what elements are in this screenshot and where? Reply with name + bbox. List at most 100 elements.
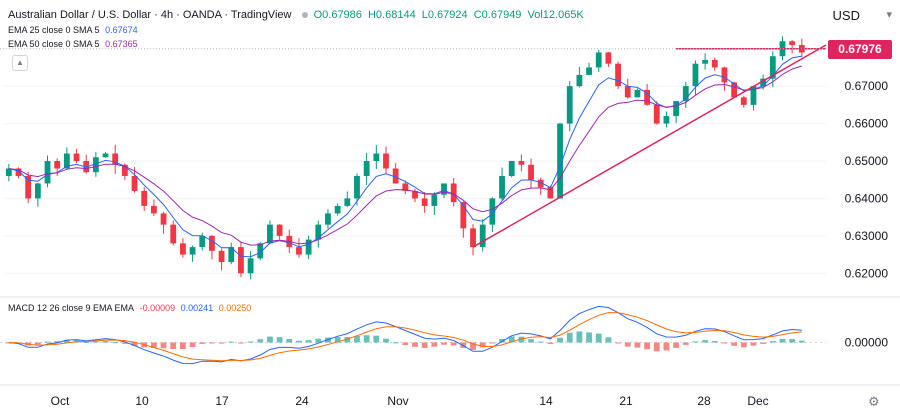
macd-histogram-bar bbox=[750, 342, 757, 346]
candle-body bbox=[238, 247, 244, 274]
macd-histogram-bar bbox=[170, 342, 177, 350]
candle-body bbox=[131, 175, 138, 191]
macd-line bbox=[8, 305, 802, 365]
candle-body bbox=[180, 243, 186, 255]
macd-histogram-bar bbox=[557, 337, 563, 343]
macd-histogram-bar bbox=[121, 342, 128, 344]
macd-histogram-bar bbox=[160, 342, 167, 349]
candle-body bbox=[354, 175, 360, 199]
macd-histogram-bar bbox=[150, 342, 157, 348]
candle-body bbox=[750, 86, 757, 105]
candle-body bbox=[383, 153, 389, 169]
macd-histogram-bar bbox=[595, 333, 602, 343]
ema50-value: 0.67365 bbox=[105, 39, 138, 49]
macd-histogram-bar bbox=[180, 342, 186, 350]
gear-icon[interactable]: ⚙ bbox=[868, 394, 880, 409]
macd-histogram-bar bbox=[54, 341, 61, 343]
candle-body bbox=[711, 59, 718, 68]
candle-body bbox=[634, 89, 641, 98]
macd-histogram-bar bbox=[257, 339, 264, 343]
macd-signal-value: 0.00250 bbox=[218, 303, 252, 313]
candle-body bbox=[363, 161, 370, 176]
macd-hist-value: -0.00009 bbox=[139, 303, 176, 313]
candle-body bbox=[121, 164, 128, 176]
candle-body bbox=[412, 190, 418, 199]
candle-body bbox=[102, 153, 109, 158]
time-axis-label: 28 bbox=[697, 394, 711, 408]
macd-histogram-bar bbox=[238, 342, 244, 344]
ohlc-high: H0.68144 bbox=[367, 9, 416, 21]
macd-histogram-bar bbox=[508, 336, 515, 343]
macd-histogram-bar bbox=[740, 342, 747, 348]
macd-legend[interactable]: MACD 12 26 close 9 EMA EMA -0.00009 0.00… bbox=[8, 303, 254, 313]
macd-histogram-bar bbox=[721, 342, 728, 344]
macd-histogram-bar bbox=[228, 341, 235, 343]
macd-histogram-bar bbox=[586, 332, 592, 343]
chevron-down-icon[interactable]: ▾ bbox=[886, 9, 892, 21]
candle-body bbox=[557, 123, 563, 199]
ema50-legend[interactable]: EMA 50 close 0 SMA 5 0.67365 bbox=[8, 39, 141, 49]
ohlc-close: C0.67949 bbox=[473, 9, 522, 21]
candle-body bbox=[15, 168, 22, 176]
candle-body bbox=[228, 247, 235, 263]
macd-histogram-bar bbox=[363, 335, 370, 343]
candle-body bbox=[325, 213, 331, 225]
candle-body bbox=[150, 205, 157, 214]
time-axis-label: 14 bbox=[539, 394, 553, 408]
candle-body bbox=[789, 41, 796, 45]
macd-histogram-bar bbox=[644, 342, 650, 350]
macd-histogram-bar bbox=[296, 340, 302, 343]
candle-body bbox=[209, 235, 215, 251]
price-axis-label: 0.67000 bbox=[845, 79, 889, 93]
candle-body bbox=[528, 164, 534, 180]
macd-histogram-bar bbox=[615, 342, 621, 344]
price-axis-label: 0.65000 bbox=[845, 154, 889, 168]
candle-body bbox=[499, 175, 505, 199]
price-axis-label: 0.64000 bbox=[845, 191, 889, 205]
macd-label: MACD 12 26 close 9 EMA EMA bbox=[8, 303, 135, 313]
time-axis-label: Dec bbox=[747, 394, 768, 408]
candle-body bbox=[644, 89, 650, 105]
chevron-up-icon[interactable]: ▲ bbox=[12, 55, 28, 71]
macd-histogram-bar bbox=[267, 336, 273, 343]
candle-body bbox=[170, 224, 177, 244]
candle-body bbox=[218, 250, 225, 263]
macd-histogram-bar bbox=[412, 342, 418, 347]
currency-selector[interactable]: USD bbox=[832, 8, 860, 23]
macd-histogram-bar bbox=[373, 335, 380, 343]
macd-histogram-bar bbox=[470, 342, 476, 350]
macd-histogram-bar bbox=[131, 342, 138, 346]
candle-body bbox=[479, 224, 486, 248]
ema25-legend[interactable]: EMA 25 close 0 SMA 5 0.67674 bbox=[8, 25, 141, 35]
candle-body bbox=[189, 247, 196, 255]
macd-histogram-bar bbox=[489, 342, 496, 344]
macd-histogram-bar bbox=[102, 340, 109, 343]
candle-body bbox=[44, 161, 51, 184]
macd-histogram-bar bbox=[528, 339, 534, 343]
macd-histogram-bar bbox=[431, 342, 438, 347]
candle-body bbox=[769, 56, 776, 79]
ema50-line bbox=[8, 65, 802, 246]
macd-signal-line bbox=[8, 312, 802, 362]
macd-histogram-bar bbox=[731, 342, 738, 346]
macd-histogram-bar bbox=[450, 342, 457, 346]
macd-histogram-bar bbox=[605, 337, 612, 343]
macd-histogram-bar bbox=[218, 342, 225, 344]
macd-histogram-bar bbox=[354, 335, 360, 343]
time-axis-label: 21 bbox=[619, 394, 633, 408]
candle-body bbox=[276, 224, 283, 236]
macd-histogram-bar bbox=[209, 342, 215, 344]
macd-histogram-bar bbox=[402, 342, 409, 346]
candle-body bbox=[25, 175, 32, 199]
macd-histogram-bar bbox=[624, 342, 631, 347]
candle-body bbox=[450, 183, 457, 203]
macd-histogram-bar bbox=[692, 341, 699, 343]
macd-histogram-bar bbox=[653, 342, 660, 352]
macd-histogram-bar bbox=[334, 337, 341, 343]
macd-histogram-bar bbox=[83, 341, 90, 343]
macd-histogram-bar bbox=[663, 342, 670, 351]
candle-body bbox=[566, 86, 573, 124]
candle-body bbox=[431, 194, 438, 206]
macd-histogram-bar bbox=[247, 341, 254, 343]
